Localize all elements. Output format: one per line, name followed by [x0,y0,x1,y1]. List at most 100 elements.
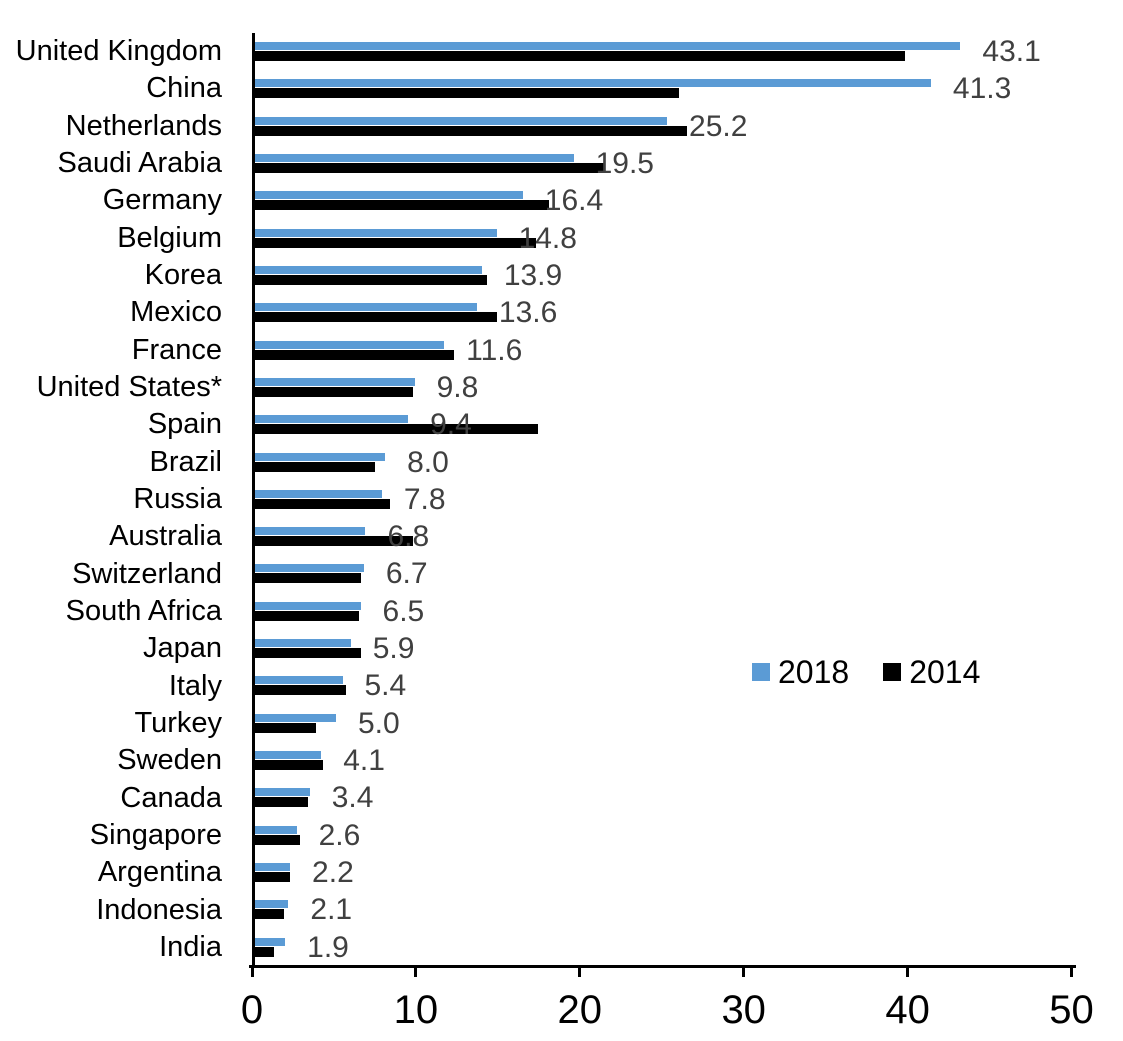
bar-row: Turkey 5.0 [0,705,1123,742]
bar-2014 [254,498,391,509]
bar-2018 [254,377,415,386]
data-label-2018: 5.0 [357,706,400,740]
category-label: Turkey [134,706,222,739]
x-tick-label: 40 [885,988,930,1032]
data-label-2018: 5.4 [364,669,407,703]
data-label-2018: 14.8 [518,221,577,255]
x-tick-label: 0 [240,988,264,1032]
legend-label-2018: 2018 [778,653,850,690]
data-label-2018: 3.4 [331,781,374,815]
bar-2018 [254,116,668,125]
bar-row: Mexico 13.6 [0,294,1123,331]
bar-row: Sweden 4.1 [0,742,1123,779]
bar-row: Russia 7.8 [0,481,1123,518]
bar-2018 [254,639,351,648]
bar-2018 [254,79,931,88]
category-label: Australia [109,520,222,553]
category-label: India [159,930,222,963]
legend-item-2018: 2018 [752,654,849,691]
bar-2014 [254,946,274,957]
y-axis-line [252,33,255,968]
x-tick-mark [1070,966,1073,977]
bar-row: Spain 9.4 [0,406,1123,443]
x-tick-label: 50 [1049,988,1094,1032]
data-label-2018: 41.3 [952,72,1012,106]
category-label: Korea [144,259,222,292]
bar-2018 [254,265,482,274]
category-label: Mexico [130,296,222,329]
bar-row: Italy 5.4 [0,667,1123,704]
legend: 2018 2014 [752,654,980,691]
category-label: Argentina [97,856,222,889]
data-label-2018: 7.8 [403,482,446,516]
category-label: Russia [133,482,222,515]
category-label: United Kingdom [15,35,222,68]
category-label: Canada [120,781,222,814]
bar-2014 [254,648,361,659]
bar-row: United Kingdom 43.1 [0,33,1123,70]
bar-2014 [254,909,284,920]
data-label-2018: 13.9 [503,258,563,292]
category-label: Netherlands [65,109,222,142]
bar-row: Germany 16.4 [0,182,1123,219]
bar-2018 [254,900,289,909]
bar-2018 [254,42,961,50]
data-label-2018: 2.6 [318,818,361,852]
bar-row: Japan 5.9 [0,630,1123,667]
legend-label-2014: 2014 [909,653,981,690]
bar-row: United States* 9.8 [0,369,1123,406]
data-label-2018: 2.2 [312,856,354,890]
category-label: Sweden [117,744,222,777]
data-label-2018: 6.8 [387,520,430,554]
bar-2018 [254,564,364,573]
bar-2014 [254,200,550,211]
bar-2018 [254,303,477,312]
bar-2014 [254,237,536,248]
bar-2014 [254,573,361,584]
bar-2018 [254,415,409,424]
bar-2018 [254,751,322,760]
bar-row: China 41.3 [0,70,1123,107]
x-tick-label: 20 [557,988,603,1032]
bar-2018 [254,863,291,872]
bar-2018 [254,825,297,834]
bar-row: Argentina 2.2 [0,854,1123,891]
bar-2014 [254,685,346,696]
bar-2018 [254,601,361,610]
bar-2018 [254,713,336,722]
data-label-2018: 4.1 [343,744,385,778]
category-label: Brazil [149,445,222,478]
bar-2014 [254,872,291,883]
bar-2014 [254,760,323,771]
bar-2014 [254,312,497,323]
bar-row: Indonesia 2.1 [0,891,1123,928]
data-label-2018: 1.9 [307,930,349,964]
category-label: Indonesia [96,893,222,926]
bar-2018 [254,228,497,237]
data-label-2018: 13.6 [498,296,558,330]
bar-row: Australia 6.8 [0,518,1123,555]
legend-swatch-2014 [883,663,902,681]
bar-row: Switzerland 6.7 [0,555,1123,592]
bar-2018 [254,153,574,162]
bar-row: Belgium 14.8 [0,220,1123,257]
category-label: South Africa [65,594,222,627]
x-tick-label: 30 [721,988,766,1032]
data-label-2018: 9.8 [436,370,479,404]
bar-2018 [254,340,445,349]
category-label: Switzerland [72,557,222,590]
bar-2014 [254,162,605,173]
bar-2014 [254,424,538,435]
bar-row: Saudi Arabia 19.5 [0,145,1123,182]
legend-swatch-2018 [752,663,770,681]
legend-item-2014: 2014 [883,654,980,691]
bar-2018 [254,527,366,536]
bar-row: France 11.6 [0,332,1123,369]
data-label-2018: 25.2 [689,109,748,143]
bar-row: South Africa 6.5 [0,593,1123,630]
bar-row: Brazil 8.0 [0,444,1123,481]
bar-row: Canada 3.4 [0,779,1123,816]
data-label-2018: 6.7 [385,557,428,591]
bar-2014 [254,722,317,733]
